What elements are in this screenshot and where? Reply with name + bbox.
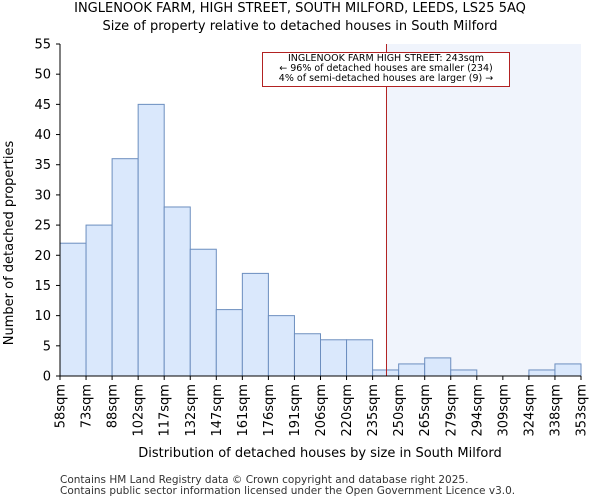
x-tick-label: 250sqm (392, 384, 407, 437)
background-layer (386, 44, 581, 376)
highlight-region (386, 44, 581, 376)
axes-layer: 0 5 10 15 20 25 30 35 40 45 50 55 58sqm 73sqm 88sqm 102… (34, 38, 589, 437)
bar (59, 242, 87, 377)
y-tick-label: 0 (43, 370, 51, 385)
x-tick-label: 58sqm (54, 384, 69, 428)
x-tick-label: 294sqm (470, 384, 485, 437)
annotation-line-2: ← 96% of detached houses are smaller (23… (279, 63, 493, 74)
bars-layer (59, 103, 582, 377)
bar (293, 333, 322, 377)
bar (320, 339, 348, 377)
bar (215, 309, 243, 377)
bar (163, 206, 191, 377)
footer-licence: Contains public sector information licen… (60, 485, 516, 497)
y-tick-label: 15 (34, 279, 51, 294)
bar (554, 363, 582, 377)
x-axis-label: Distribution of detached houses by size … (138, 446, 501, 461)
x-tick-label: 324sqm (522, 384, 537, 437)
x-tick-label: 235sqm (366, 384, 381, 437)
x-tick-label: 265sqm (418, 384, 433, 437)
bar (372, 369, 400, 377)
annotation-line-3: 4% of semi-detached houses are larger (9… (278, 73, 494, 84)
y-tick-label: 30 (34, 188, 51, 203)
bar (424, 357, 452, 377)
x-tick-label: 338sqm (548, 384, 563, 437)
x-tick-label: 309sqm (496, 384, 511, 437)
x-tick-label: 279sqm (444, 384, 459, 437)
y-tick-label: 25 (34, 219, 51, 234)
y-tick-label: 10 (34, 309, 51, 324)
x-tick-label: 353sqm (575, 384, 590, 437)
bar (450, 369, 478, 377)
y-tick-label: 50 (34, 68, 51, 83)
bar (241, 272, 269, 377)
y-axis-label: Number of detached properties (2, 141, 17, 346)
y-tick-label: 20 (34, 249, 51, 264)
bar (528, 369, 556, 377)
bar (267, 315, 295, 377)
x-tick-label: 161sqm (236, 384, 251, 437)
y-tick-label: 5 (43, 339, 51, 354)
y-tick-label: 35 (34, 158, 51, 173)
annotation-line-1: INGLENOOK FARM HIGH STREET: 243sqm (287, 53, 485, 64)
x-tick-label: 88sqm (106, 384, 121, 428)
chart-subtitle: Size of property relative to detached ho… (102, 19, 498, 34)
bar (346, 339, 374, 377)
footer-copyright: Contains HM Land Registry data © Crown c… (60, 474, 469, 486)
bar (189, 248, 217, 377)
x-tick-label: 117sqm (158, 384, 173, 437)
chart-title: INGLENOOK FARM, HIGH STREET, SOUTH MILFO… (74, 1, 526, 16)
y-tick-label: 55 (34, 38, 51, 53)
x-tick-label: 147sqm (210, 384, 225, 437)
x-tick-label: 220sqm (340, 384, 355, 437)
marker-annotation: INGLENOOK FARM HIGH STREET: 243sqm ← 96%… (262, 52, 510, 87)
x-tick-label: 206sqm (314, 384, 329, 437)
x-tick-label: 73sqm (80, 384, 95, 428)
y-tick-label: 45 (34, 98, 51, 113)
x-tick-label: 191sqm (288, 384, 303, 437)
bar (398, 363, 426, 377)
bar (111, 158, 139, 377)
x-tick-label: 102sqm (132, 384, 147, 437)
x-tick-label: 176sqm (262, 384, 277, 437)
bar (137, 103, 165, 377)
y-tick-label: 40 (34, 128, 51, 143)
x-tick-label: 132sqm (184, 384, 199, 437)
bar (85, 224, 113, 377)
